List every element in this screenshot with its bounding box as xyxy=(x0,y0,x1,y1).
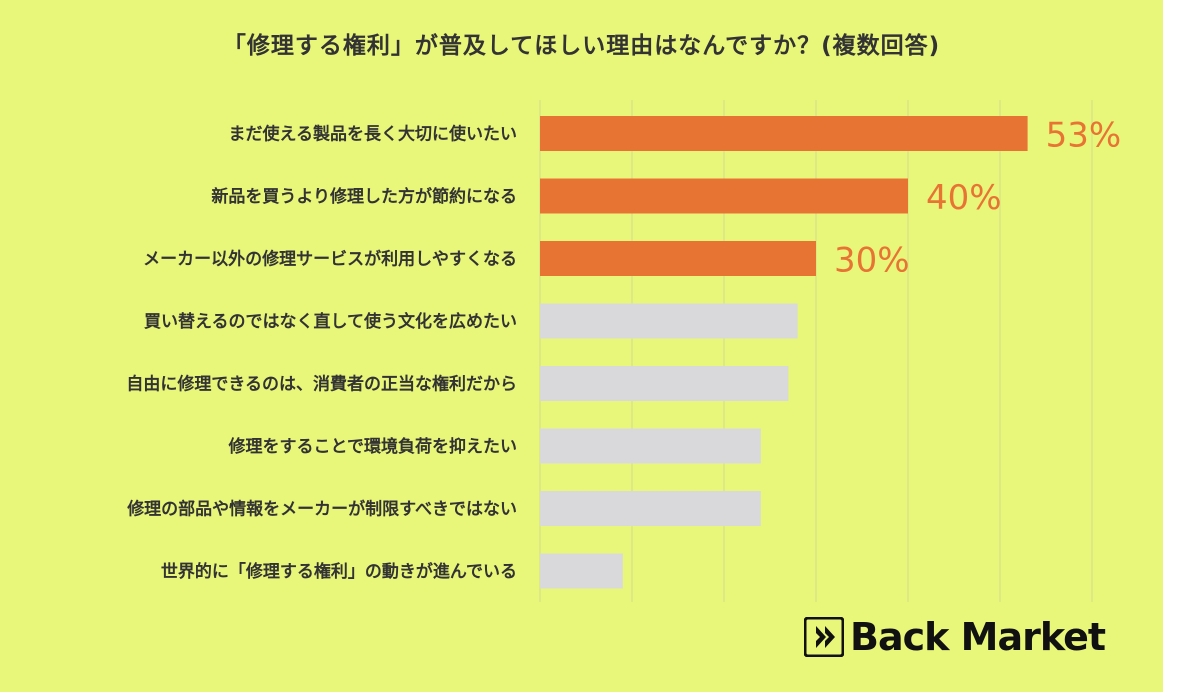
category-label: 世界的に「修理する権利」の動きが進んでいる xyxy=(161,561,517,582)
value-label: 30% xyxy=(834,241,910,281)
bar xyxy=(540,303,798,339)
category-label: メーカー以外の修理サービスが利用しやすくなる xyxy=(143,249,517,270)
category-label: まだ使える製品を長く大切に使いたい xyxy=(229,124,518,145)
value-labels: 53% 40% 30% xyxy=(834,116,1121,281)
bar-chart: まだ使える製品を長く大切に使いたい新品を買うより修理した方が節約になるメーカー以… xyxy=(126,100,1121,602)
category-label: 修理をすることで環境負荷を抑えたい xyxy=(228,436,518,457)
category-label: 新品を買うより修理した方が節約になる xyxy=(211,186,517,207)
value-label: 53% xyxy=(1046,116,1122,156)
value-label: 40% xyxy=(926,178,1002,218)
category-label: 修理の部品や情報をメーカーが制限すべきではない xyxy=(126,499,517,520)
category-label: 買い替えるのではなく直して使う文化を広めたい xyxy=(144,311,517,332)
bar xyxy=(540,178,908,214)
category-label: 自由に修理できるのは、消費者の正当な権利だから xyxy=(126,374,517,395)
chart-title: 「修理する権利」が普及してほしい理由はなんですか？(複数回答) xyxy=(222,33,941,59)
grid-lines xyxy=(539,100,1093,602)
category-labels: まだ使える製品を長く大切に使いたい新品を買うより修理した方が節約になるメーカー以… xyxy=(126,124,517,583)
bar xyxy=(540,241,816,276)
back-market-logo-text: Back Market xyxy=(850,615,1106,659)
bars xyxy=(540,116,1028,589)
bar xyxy=(540,116,1028,151)
back-market-logo: Back Market xyxy=(804,614,1106,660)
back-market-logo-icon xyxy=(804,617,844,657)
bar xyxy=(540,553,623,589)
bar xyxy=(540,491,761,526)
bar xyxy=(540,428,761,464)
bar xyxy=(540,366,789,401)
